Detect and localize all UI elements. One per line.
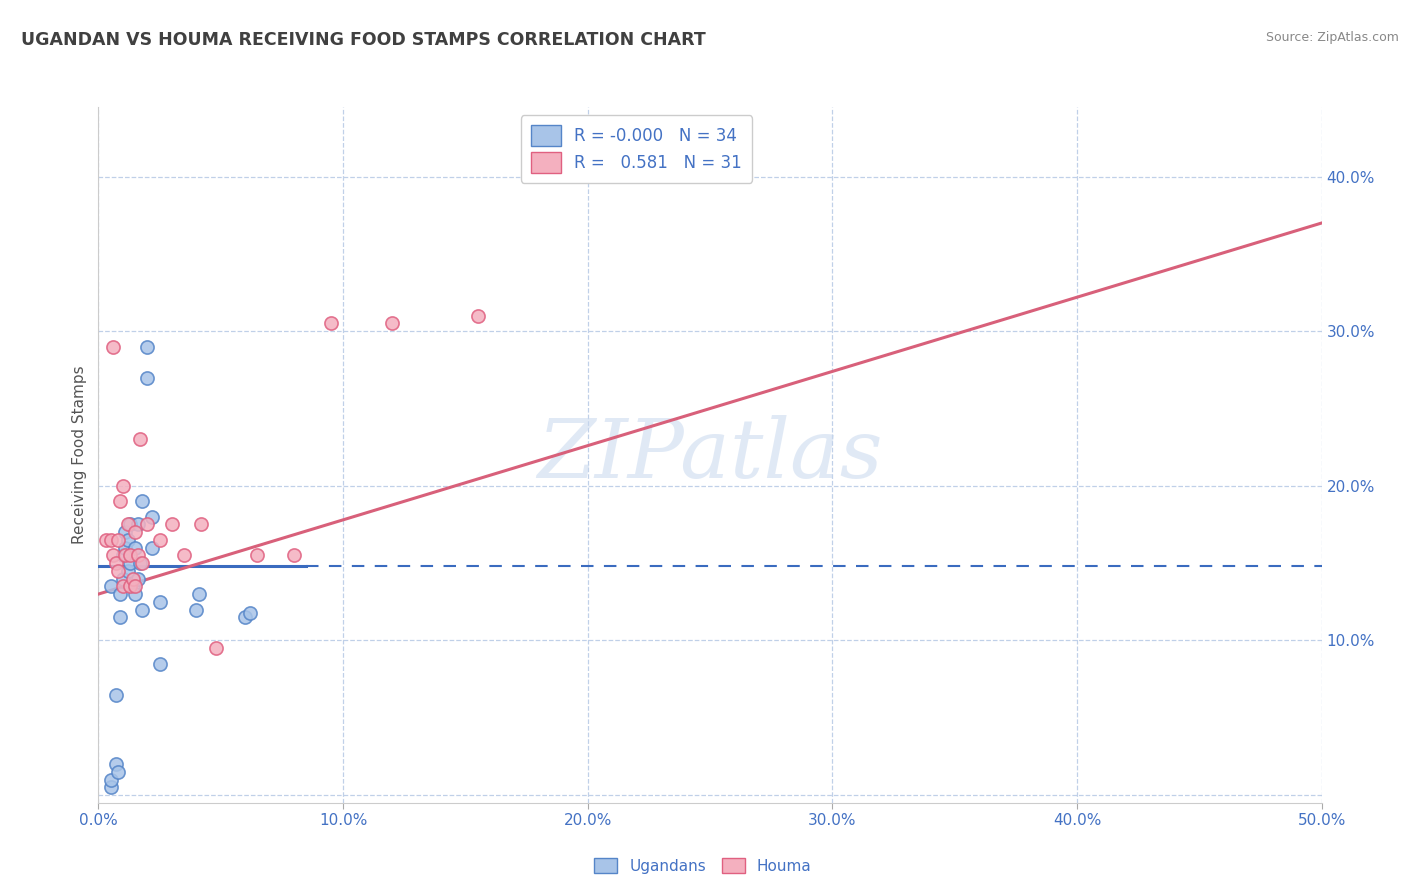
Point xyxy=(100,772,122,787)
Point xyxy=(114,525,136,540)
Legend: Ugandans, Houma: Ugandans, Houma xyxy=(588,852,818,880)
Point xyxy=(110,494,132,508)
Text: ZIPatlas: ZIPatlas xyxy=(537,415,883,495)
Point xyxy=(107,764,129,779)
Point xyxy=(107,564,129,578)
Point xyxy=(129,433,152,447)
Point xyxy=(117,564,139,578)
Text: Source: ZipAtlas.com: Source: ZipAtlas.com xyxy=(1265,31,1399,45)
Point xyxy=(100,579,122,593)
Point xyxy=(94,533,117,547)
Point xyxy=(111,479,134,493)
Point xyxy=(104,688,127,702)
Point xyxy=(111,549,134,563)
Point xyxy=(127,549,149,563)
Point xyxy=(121,579,143,593)
Text: UGANDAN VS HOUMA RECEIVING FOOD STAMPS CORRELATION CHART: UGANDAN VS HOUMA RECEIVING FOOD STAMPS C… xyxy=(21,31,706,49)
Point xyxy=(187,587,209,601)
Point xyxy=(283,549,305,563)
Point xyxy=(101,340,124,354)
Point xyxy=(110,610,132,624)
Point xyxy=(131,602,153,616)
Point xyxy=(127,517,149,532)
Point xyxy=(120,549,142,563)
Point xyxy=(124,579,146,593)
Point xyxy=(114,541,136,555)
Point xyxy=(104,556,127,570)
Point xyxy=(111,579,134,593)
Point xyxy=(120,517,142,532)
Point xyxy=(114,549,136,563)
Point xyxy=(124,587,146,601)
Point xyxy=(101,549,124,563)
Point xyxy=(233,610,256,624)
Point xyxy=(141,509,163,524)
Point xyxy=(120,556,142,570)
Point xyxy=(131,494,153,508)
Point xyxy=(239,606,262,620)
Point xyxy=(186,602,208,616)
Point xyxy=(131,556,153,570)
Point xyxy=(124,541,146,555)
Point xyxy=(136,517,159,532)
Point xyxy=(246,549,269,563)
Point xyxy=(141,541,163,555)
Point xyxy=(381,317,404,331)
Point xyxy=(136,370,159,384)
Y-axis label: Receiving Food Stamps: Receiving Food Stamps xyxy=(72,366,87,544)
Point xyxy=(127,572,149,586)
Point xyxy=(129,556,152,570)
Point xyxy=(149,595,172,609)
Point xyxy=(467,309,489,323)
Point xyxy=(100,780,122,795)
Point xyxy=(104,757,127,772)
Point xyxy=(136,340,159,354)
Point xyxy=(149,533,172,547)
Point xyxy=(160,517,183,532)
Point xyxy=(124,525,146,540)
Point xyxy=(120,579,142,593)
Point xyxy=(190,517,212,532)
Point xyxy=(117,517,139,532)
Legend: R = -0.000   N = 34, R =   0.581   N = 31: R = -0.000 N = 34, R = 0.581 N = 31 xyxy=(522,115,752,183)
Point xyxy=(110,587,132,601)
Point xyxy=(205,641,228,656)
Point xyxy=(121,572,143,586)
Point xyxy=(111,572,134,586)
Point xyxy=(100,533,122,547)
Point xyxy=(107,533,129,547)
Point xyxy=(319,317,342,331)
Point xyxy=(149,657,172,671)
Point xyxy=(117,533,139,547)
Point xyxy=(173,549,195,563)
